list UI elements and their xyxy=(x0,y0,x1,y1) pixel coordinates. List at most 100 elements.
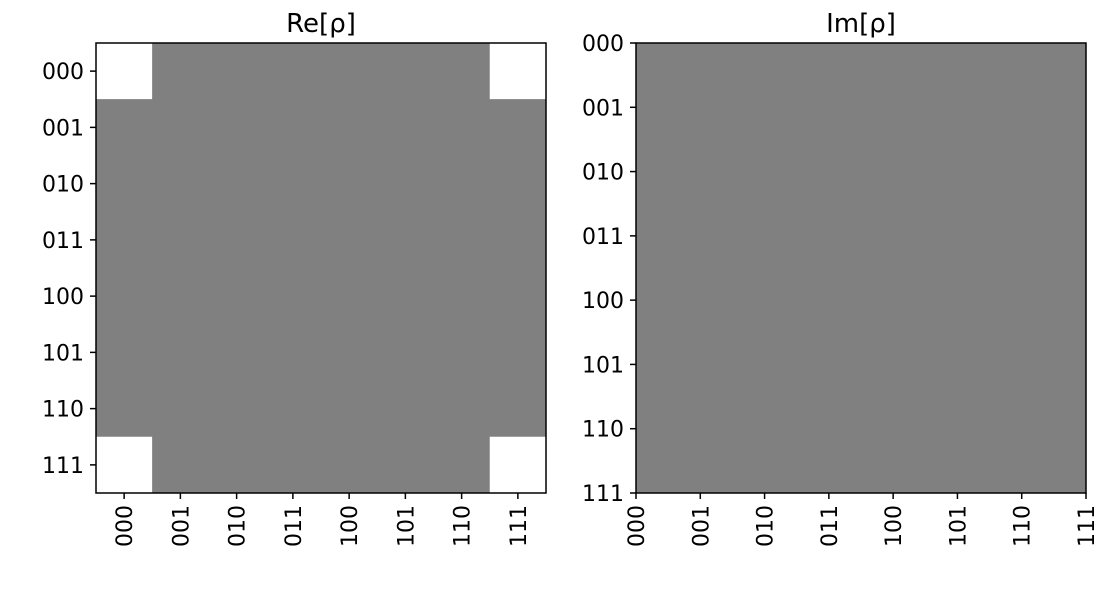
heatmap-cell xyxy=(264,43,321,100)
heatmap-cell xyxy=(925,203,990,268)
heatmap-cell xyxy=(264,211,321,268)
y-tick-label: 000 xyxy=(42,60,84,85)
x-tick-label: 000 xyxy=(113,505,138,547)
x-tick-label: 011 xyxy=(818,505,843,547)
heatmap-cell xyxy=(732,396,797,461)
heatmap-cell xyxy=(433,380,490,437)
heatmap-cell xyxy=(861,268,926,333)
x-tick-label: 001 xyxy=(689,505,714,547)
heatmap-cell xyxy=(264,436,321,493)
heatmap-cell xyxy=(796,332,861,397)
heatmap-cell xyxy=(264,380,321,437)
heatmap-cell xyxy=(732,332,797,397)
x-tick-label: 101 xyxy=(394,505,419,547)
heatmap-cell xyxy=(861,332,926,397)
heatmap-cell xyxy=(861,396,926,461)
heatmap-cell xyxy=(1053,203,1086,268)
heatmap-cell xyxy=(96,43,153,100)
heatmap-cell xyxy=(1053,268,1086,333)
x-tick-label: 011 xyxy=(282,505,307,547)
heatmap-cell xyxy=(732,139,797,204)
heatmap-cell xyxy=(264,155,321,212)
heatmap-cell xyxy=(636,139,669,204)
heatmap-cell xyxy=(636,332,669,397)
x-tick-label: 100 xyxy=(338,505,363,547)
heatmap-cell xyxy=(433,155,490,212)
heatmap-cell xyxy=(732,460,797,493)
heatmap-cell xyxy=(208,155,265,212)
axes-frame xyxy=(635,42,1087,494)
heatmap-cell xyxy=(925,75,990,140)
x-tick-label: 110 xyxy=(451,505,476,547)
heatmap-cell xyxy=(321,99,378,156)
heatmap-cell xyxy=(377,155,434,212)
axes-frame xyxy=(95,42,547,494)
y-tick-label: 001 xyxy=(582,96,624,121)
heatmap-cell xyxy=(796,460,861,493)
heatmap-cell xyxy=(489,436,546,493)
heatmap-cell xyxy=(861,460,926,493)
y-tick-label: 010 xyxy=(42,173,84,198)
heatmap-cell xyxy=(433,211,490,268)
heatmap-cell xyxy=(989,332,1054,397)
heatmap-cell xyxy=(208,324,265,381)
heatmap-cell xyxy=(796,203,861,268)
heatmap-cell xyxy=(989,396,1054,461)
heatmap-cell xyxy=(321,380,378,437)
heatmap-cell xyxy=(732,75,797,140)
heatmap-cell xyxy=(489,211,546,268)
heatmap-cell xyxy=(377,380,434,437)
y-tick-label: 100 xyxy=(42,285,84,310)
heatmap-cell xyxy=(264,268,321,325)
heatmap-cell xyxy=(433,268,490,325)
heatmap-cell xyxy=(377,268,434,325)
heatmap-cell xyxy=(989,203,1054,268)
x-tick-label: 001 xyxy=(169,505,194,547)
heatmap-cell xyxy=(433,99,490,156)
heatmap-cell xyxy=(489,43,546,100)
heatmap-cell xyxy=(1053,75,1086,140)
heatmap-cell xyxy=(96,155,153,212)
heatmap-cell xyxy=(636,268,669,333)
heatmap-cell xyxy=(636,43,669,76)
heatmap-cell xyxy=(321,43,378,100)
heatmap-cell xyxy=(96,268,153,325)
heatmap-cell xyxy=(208,380,265,437)
heatmap-cell xyxy=(989,139,1054,204)
heatmap-cell xyxy=(264,324,321,381)
y-tick-label: 111 xyxy=(42,454,84,479)
heatmap-cell xyxy=(208,436,265,493)
y-tick-label: 110 xyxy=(42,398,84,423)
heatmap-cell xyxy=(96,380,153,437)
y-tick-label: 011 xyxy=(42,229,84,254)
heatmap-cell xyxy=(489,99,546,156)
heatmap-cell xyxy=(732,203,797,268)
heatmap-cell xyxy=(152,211,209,268)
y-tick-label: 100 xyxy=(582,289,624,314)
heatmap-cell xyxy=(1053,139,1086,204)
heatmap-cell xyxy=(668,396,733,461)
heatmap-cell xyxy=(668,75,733,140)
y-tick-label: 110 xyxy=(582,418,624,443)
heatmap-cell xyxy=(668,460,733,493)
heatmap-cell xyxy=(925,139,990,204)
heatmap-cell xyxy=(96,324,153,381)
heatmap-cell xyxy=(321,324,378,381)
heatmap-cell xyxy=(152,324,209,381)
heatmap-cell xyxy=(433,43,490,100)
heatmap-cell xyxy=(925,268,990,333)
heatmap-cell xyxy=(636,460,669,493)
heatmap-cell xyxy=(925,332,990,397)
heatmap-cell xyxy=(925,396,990,461)
heatmap-cell xyxy=(636,75,669,140)
heatmap-cell xyxy=(636,396,669,461)
heatmap-cell xyxy=(152,155,209,212)
heatmap-cell xyxy=(321,436,378,493)
y-tick-label: 101 xyxy=(582,353,624,378)
x-tick-label: 111 xyxy=(1075,505,1100,547)
heatmap-cell xyxy=(989,75,1054,140)
heatmap-cell xyxy=(861,203,926,268)
y-tick-label: 010 xyxy=(582,161,624,186)
